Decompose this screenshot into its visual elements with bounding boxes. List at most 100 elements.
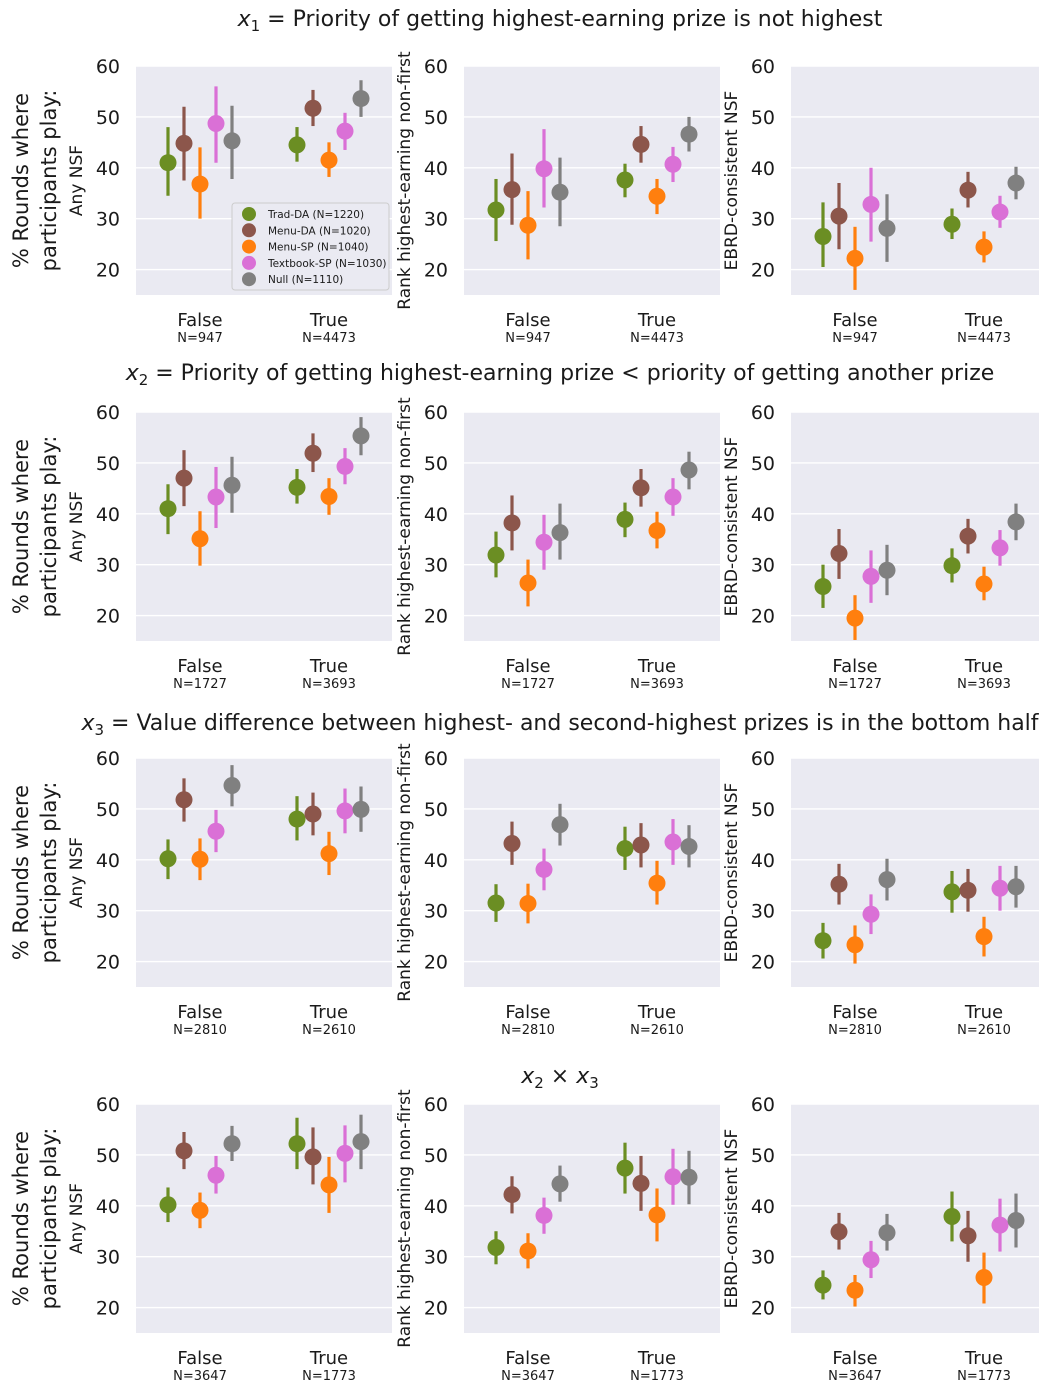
- point: [336, 457, 354, 475]
- point: [991, 1216, 1009, 1234]
- point: [846, 1281, 864, 1299]
- x-tick-label: True: [637, 1002, 676, 1023]
- y-tick-label: 30: [96, 1247, 120, 1269]
- point: [878, 1224, 896, 1242]
- x-count-label: N=2610: [630, 1023, 684, 1038]
- point: [320, 151, 338, 169]
- y-tick-label: 20: [424, 952, 448, 974]
- legend-marker: [242, 207, 256, 221]
- point: [304, 99, 322, 117]
- point: [320, 487, 338, 505]
- point: [664, 488, 682, 506]
- y-tick-label: 40: [424, 850, 448, 872]
- point: [551, 816, 569, 834]
- y-axis-label: Any NSF: [67, 837, 87, 908]
- point: [535, 1206, 553, 1224]
- point: [959, 881, 977, 899]
- plot-background: [136, 758, 392, 987]
- point: [991, 539, 1009, 557]
- x-tick-label: False: [505, 310, 550, 331]
- point: [862, 1251, 880, 1269]
- point: [535, 533, 553, 551]
- point: [175, 1142, 193, 1160]
- plot-background: [791, 66, 1039, 295]
- point: [159, 850, 177, 868]
- y-tick-label: 60: [96, 56, 120, 78]
- point: [648, 1206, 666, 1224]
- plot-background: [464, 412, 720, 641]
- point: [320, 1176, 338, 1194]
- x-tick-label: True: [964, 310, 1003, 331]
- y-tick-label: 30: [751, 209, 775, 231]
- x-count-label: N=1773: [957, 1369, 1011, 1383]
- y-tick-label: 50: [751, 107, 775, 129]
- plot-background: [136, 1104, 392, 1333]
- y-axis-label: EBRD-consistent NSF: [722, 437, 742, 617]
- row-ylabel-line2: participants play:: [37, 90, 61, 272]
- point: [503, 514, 521, 532]
- plot-background: [464, 66, 720, 295]
- x-tick-label: True: [309, 1002, 348, 1023]
- y-tick-label: 40: [96, 1196, 120, 1218]
- point: [680, 461, 698, 479]
- plot-background: [136, 412, 392, 641]
- point: [551, 183, 569, 201]
- y-tick-label: 50: [424, 453, 448, 475]
- x-tick-label: True: [309, 656, 348, 677]
- y-tick-label: 60: [424, 402, 448, 424]
- point: [1007, 513, 1025, 531]
- point: [175, 134, 193, 152]
- point: [336, 122, 354, 140]
- y-tick-label: 20: [751, 606, 775, 628]
- point: [664, 155, 682, 173]
- point: [519, 574, 537, 592]
- point: [632, 479, 650, 497]
- x-tick-label: False: [832, 656, 877, 677]
- point: [159, 1196, 177, 1214]
- point: [975, 238, 993, 256]
- y-tick-label: 50: [96, 799, 120, 821]
- row-ylabel-2: % Rounds where participants play:: [9, 436, 61, 618]
- panel-r2-c3: 20 30 40 50 60 EBRD-consistent NSF FalseN=1727…: [722, 402, 1039, 692]
- y-axis-label: Rank highest-earning non-first: [395, 51, 415, 310]
- y-tick-label: 40: [751, 504, 775, 526]
- point: [503, 834, 521, 852]
- x-count-label: N=2810: [501, 1023, 555, 1038]
- y-tick-label: 60: [424, 56, 448, 78]
- point: [175, 791, 193, 809]
- plot-background: [791, 412, 1039, 641]
- panel-r4-c2: 20 30 40 50 60 Rank highest-earning non-first…: [395, 1089, 720, 1383]
- point: [862, 905, 880, 923]
- point: [535, 160, 553, 178]
- x-count-label: N=2610: [957, 1023, 1011, 1038]
- y-tick-label: 30: [96, 555, 120, 577]
- point: [664, 1168, 682, 1186]
- point: [830, 875, 848, 893]
- y-tick-label: 50: [751, 1145, 775, 1167]
- point: [878, 219, 896, 237]
- panel-r3-c3: 20 30 40 50 60 EBRD-consistent NSF FalseN=2810…: [722, 748, 1039, 1038]
- point: [975, 575, 993, 593]
- point: [814, 578, 832, 596]
- point: [680, 838, 698, 856]
- row-ylabel-1: % Rounds where participants play:: [9, 90, 61, 272]
- point: [535, 860, 553, 878]
- y-tick-label: 20: [424, 1298, 448, 1320]
- x-tick-label: True: [964, 656, 1003, 677]
- y-tick-label: 50: [751, 453, 775, 475]
- point: [991, 203, 1009, 221]
- plot-background: [464, 758, 720, 987]
- x-tick-label: True: [964, 1002, 1003, 1023]
- y-tick-label: 20: [751, 1298, 775, 1320]
- y-axis-label: Rank highest-earning non-first: [395, 397, 415, 656]
- y-axis-label: EBRD-consistent NSF: [722, 1129, 742, 1309]
- point: [680, 1168, 698, 1186]
- point: [175, 469, 193, 487]
- x-count-label: N=3647: [173, 1369, 227, 1383]
- y-tick-label: 60: [751, 56, 775, 78]
- row-ylabel-line2: participants play:: [37, 782, 61, 964]
- x-count-label: N=1773: [302, 1369, 356, 1383]
